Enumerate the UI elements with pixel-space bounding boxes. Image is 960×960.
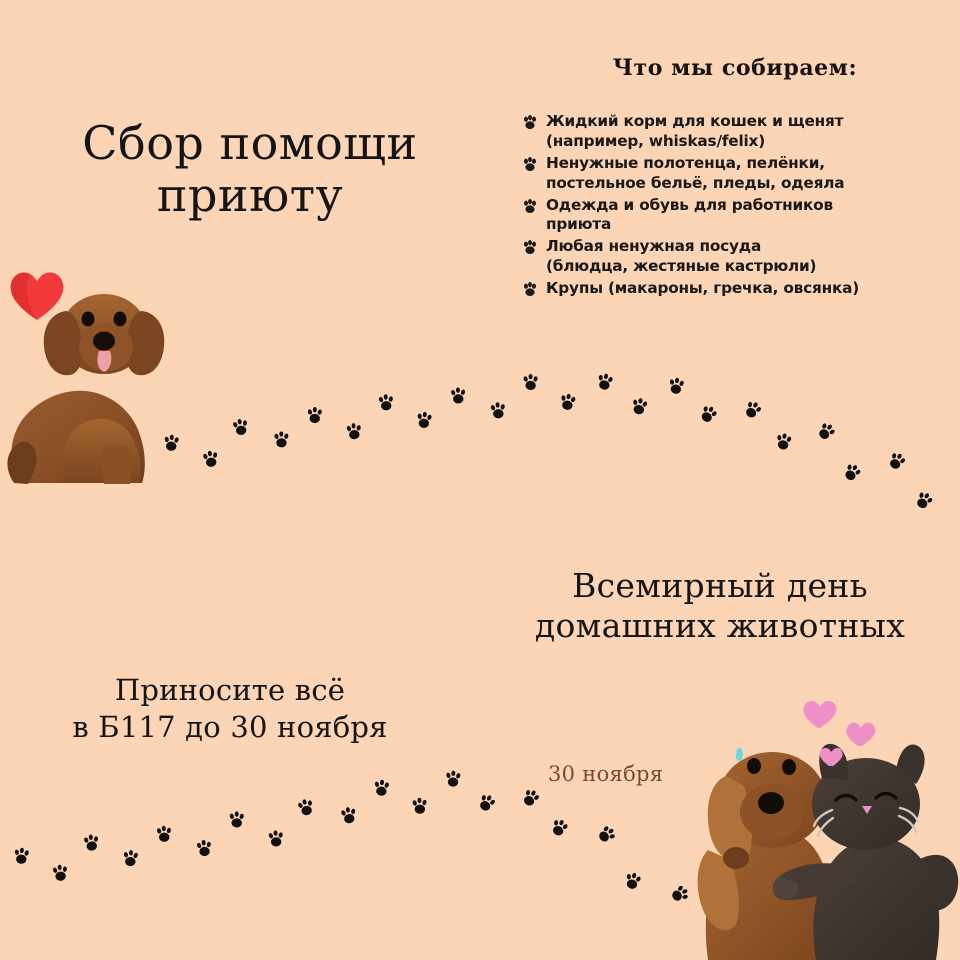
list-item: Жидкий корм для кошек и щенят (например,… — [522, 112, 952, 152]
paw-print-icon — [229, 811, 244, 828]
collect-heading: Что мы собираем: — [612, 55, 858, 81]
world-pet-day-heading: Всемирный день домашних животных — [490, 566, 950, 645]
paw-print-icon — [524, 790, 539, 806]
paw-print-icon — [480, 795, 495, 811]
list-item-main: Любая ненужная посуда — [546, 237, 762, 256]
paw-print-icon — [203, 450, 218, 467]
paw-print-icon — [490, 402, 505, 419]
paw-print-icon — [123, 850, 138, 867]
paw-print-icon — [307, 407, 322, 424]
paw-print-icon — [522, 239, 538, 255]
dropoff-instructions: Приносите всё в Б117 до 30 ноября — [20, 672, 440, 746]
paw-print-icon — [553, 819, 568, 836]
list-item: Ненужные полотенца, пелёнки, постельное … — [522, 154, 952, 194]
world-pet-day-line2: домашних животных — [534, 605, 906, 645]
list-item-main: Крупы (макароны, гречка, овсянка) — [546, 279, 860, 297]
page-title: Сбор помощи приюту — [40, 116, 460, 222]
paw-print-icon — [701, 406, 717, 422]
paw-print-icon — [446, 770, 461, 787]
paw-print-icon — [890, 453, 906, 469]
paw-print-icon — [561, 393, 576, 410]
paw-print-icon — [233, 418, 247, 435]
paw-print-icon — [417, 411, 432, 428]
paw-print-icon — [451, 387, 466, 404]
paw-print-icon — [298, 799, 312, 816]
list-item: Любая ненужная посуда (блюдца, жестяные … — [522, 237, 952, 277]
world-pet-day-line1: Всемирный день — [572, 566, 868, 605]
page-title-line1: Сбор помощи — [82, 116, 418, 170]
paw-print-icon — [196, 840, 211, 857]
list-item-main: Одежда и обувь для работников — [546, 195, 833, 214]
paw-print-icon — [669, 377, 684, 394]
paw-print-icon — [917, 492, 933, 509]
paw-print-icon — [522, 114, 538, 130]
page-title-line2: приюту — [156, 167, 344, 222]
paw-print-icon — [412, 797, 427, 814]
list-item-sub: (блюдца, жестяные кастрюли) — [546, 257, 817, 276]
paw-print-icon — [268, 830, 283, 847]
list-item-sub: постельное бельё, пледы, одеяла — [546, 173, 845, 192]
paw-print-icon — [746, 401, 762, 418]
list-item-sub: приюта — [546, 215, 612, 234]
paw-print-icon — [598, 373, 613, 390]
paw-print-icon — [522, 156, 538, 172]
paw-print-icon — [84, 834, 99, 851]
paw-print-icon — [164, 434, 179, 451]
paw-print-icon — [274, 431, 289, 448]
list-item-main: Ненужные полотенца, пелёнки, — [546, 153, 825, 172]
paw-print-icon — [633, 398, 648, 415]
dropoff-line1: Приносите всё — [114, 673, 346, 707]
list-item-main: Жидкий корм для кошек и щенят — [546, 112, 844, 130]
list-item-sub: (например, whiskas/felix) — [546, 131, 766, 150]
paw-print-icon — [523, 373, 538, 391]
paw-print-icon — [777, 433, 792, 450]
paw-print-icon — [626, 872, 641, 889]
list-item: Одежда и обувь для работников приюта — [522, 196, 952, 236]
paw-print-icon — [672, 885, 688, 901]
list-item: Крупы (макароны, гречка, овсянка) — [522, 279, 952, 299]
paw-print-icon — [52, 864, 67, 881]
paw-print-icon — [374, 779, 389, 796]
paw-print-icon — [341, 807, 356, 824]
paw-print-icon — [378, 394, 393, 411]
paw-print-icon — [156, 825, 171, 842]
dropoff-line2: в Б117 до 30 ноября — [72, 710, 388, 745]
paw-print-icon — [14, 847, 29, 864]
date-note: 30 ноября — [548, 762, 664, 786]
collect-list: Жидкий корм для кошек и щенят (например,… — [522, 112, 952, 301]
paw-print-icon — [522, 198, 538, 214]
paw-print-icon — [522, 281, 538, 297]
paw-print-icon — [845, 464, 861, 481]
paw-print-icon — [819, 423, 835, 439]
paw-print-icon — [599, 826, 615, 842]
paw-print-icon — [346, 423, 361, 440]
